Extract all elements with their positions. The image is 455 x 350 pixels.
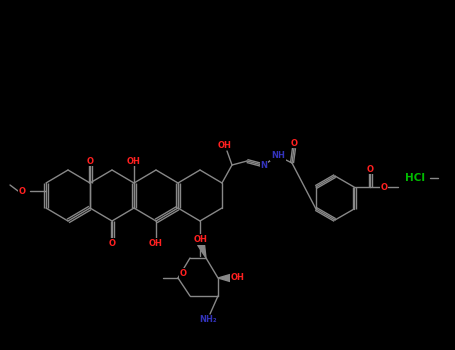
Text: O: O (19, 187, 25, 196)
Text: NH₂: NH₂ (199, 315, 217, 324)
Text: OH: OH (231, 273, 245, 282)
Text: O: O (180, 268, 187, 278)
Text: OH: OH (194, 236, 208, 245)
Text: N: N (261, 161, 268, 169)
Text: O: O (86, 156, 93, 166)
Text: NH: NH (271, 152, 285, 161)
Text: O: O (108, 238, 116, 247)
Text: OH: OH (127, 156, 141, 166)
Text: O: O (380, 182, 388, 191)
Text: HCl: HCl (405, 173, 425, 183)
Text: OH: OH (218, 140, 232, 149)
Text: OH: OH (149, 238, 163, 247)
Text: O: O (197, 234, 203, 244)
Text: O: O (367, 164, 374, 174)
Text: O: O (290, 139, 298, 147)
Polygon shape (218, 274, 230, 281)
Polygon shape (198, 243, 206, 258)
